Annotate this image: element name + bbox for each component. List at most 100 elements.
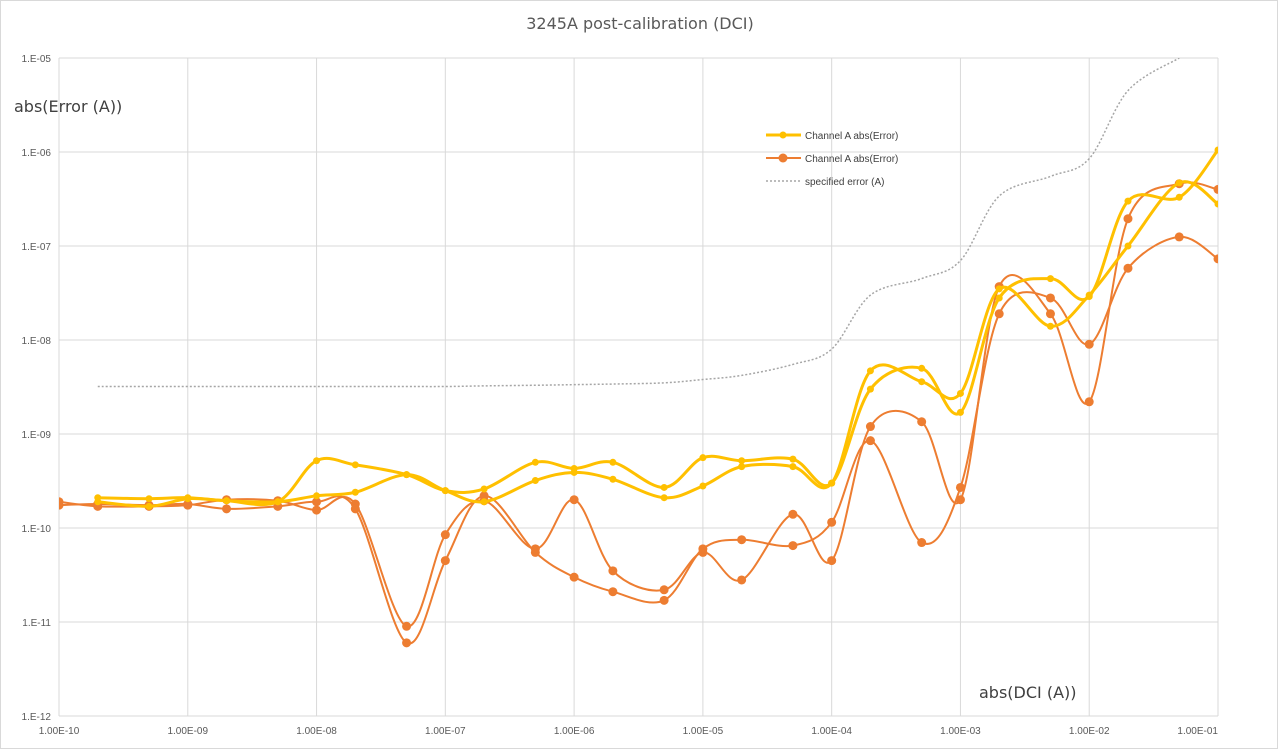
data-point: [479, 491, 489, 501]
y-tick-label: 1.E-09: [22, 430, 52, 441]
legend-item: Channel A abs(Error): [766, 131, 898, 142]
data-point: [737, 535, 747, 545]
data-point: [312, 497, 322, 507]
x-tick-label: 1.00E-07: [425, 726, 466, 737]
data-point: [789, 455, 797, 463]
data-point: [402, 638, 412, 648]
data-point: [570, 468, 578, 476]
series-3: [59, 232, 1218, 648]
legend-item: specified error (A): [766, 177, 884, 188]
series-line: [97, 58, 1180, 388]
data-point: [788, 541, 798, 551]
chart-title: 3245A post-calibration (DCI): [526, 14, 754, 33]
series-line: [59, 235, 1218, 645]
data-point: [1045, 309, 1055, 319]
data-point: [480, 498, 488, 506]
legend-label: Channel A abs(Error): [805, 131, 898, 142]
data-point: [1084, 397, 1094, 407]
data-point: [827, 556, 837, 566]
data-point: [738, 463, 746, 471]
data-point: [994, 309, 1004, 319]
data-point: [222, 504, 232, 514]
legend-marker: [779, 131, 787, 139]
data-point: [440, 556, 450, 566]
data-point: [1123, 263, 1133, 273]
data-point: [480, 485, 488, 493]
x-tick-label: 1.00E-03: [940, 726, 981, 737]
x-tick-label: 1.00E-10: [39, 726, 80, 737]
data-point: [995, 285, 1003, 293]
data-point: [403, 471, 411, 479]
data-point: [660, 483, 668, 491]
data-point: [866, 367, 874, 375]
x-tick-label: 1.00E-06: [554, 726, 595, 737]
legend-item: Channel A abs(Error): [766, 153, 898, 165]
data-point: [608, 566, 618, 576]
data-point: [569, 495, 579, 505]
legend: Channel A abs(Error) Channel A abs(Error)…: [766, 131, 898, 188]
data-point: [441, 487, 449, 495]
data-point: [865, 422, 875, 432]
y-axis-title: abs(Error (A)): [14, 97, 122, 116]
data-point: [1085, 291, 1093, 299]
data-point: [1174, 232, 1184, 242]
data-point: [94, 498, 102, 506]
data-point: [660, 494, 668, 502]
data-point: [1214, 200, 1218, 208]
data-point: [59, 500, 64, 510]
data-point: [145, 502, 153, 510]
data-point: [955, 495, 965, 505]
legend-label: Channel A abs(Error): [805, 154, 898, 165]
legend-marker: [778, 153, 788, 163]
x-tick-label: 1.00E-08: [296, 726, 337, 737]
data-point: [313, 492, 321, 500]
data-point: [917, 417, 927, 427]
data-point: [530, 547, 540, 557]
data-point: [608, 587, 618, 597]
legend-label: specified error (A): [805, 177, 884, 188]
data-point: [1214, 146, 1218, 154]
series-1: [94, 179, 1218, 510]
data-point: [402, 621, 412, 631]
y-tick-label: 1.E-12: [22, 712, 52, 723]
data-point: [569, 572, 579, 582]
data-point: [1123, 214, 1133, 224]
series-4: [97, 58, 1180, 388]
x-tick-label: 1.00E-09: [167, 726, 208, 737]
series-2: [59, 179, 1218, 631]
y-tick-label: 1.E-10: [22, 524, 52, 535]
data-point: [1045, 293, 1055, 303]
data-point: [184, 495, 192, 503]
data-point: [531, 458, 539, 466]
data-point: [956, 389, 964, 397]
data-point: [351, 461, 359, 469]
data-point: [1084, 339, 1094, 349]
data-point: [1046, 275, 1054, 283]
data-point: [737, 575, 747, 585]
data-point: [917, 538, 927, 548]
x-axis-tick-labels: 1.00E-10 1.00E-09 1.00E-08 1.00E-07 1.00E-06…: [39, 726, 1219, 737]
x-tick-label: 1.00E-02: [1069, 726, 1110, 737]
data-point: [1175, 179, 1183, 187]
data-point: [659, 595, 669, 605]
series-line: [59, 181, 1218, 628]
data-series: [59, 58, 1218, 648]
data-point: [827, 517, 837, 527]
y-tick-label: 1.E-05: [22, 54, 52, 65]
data-point: [955, 482, 965, 492]
data-point: [699, 482, 707, 490]
data-point: [1213, 254, 1218, 264]
y-tick-label: 1.E-08: [22, 336, 52, 347]
data-point: [918, 364, 926, 372]
data-point: [1124, 197, 1132, 205]
y-tick-label: 1.E-11: [22, 618, 51, 629]
x-tick-label: 1.00E-01: [1177, 726, 1218, 737]
data-point: [183, 499, 193, 509]
data-point: [1213, 184, 1218, 194]
x-tick-label: 1.00E-04: [811, 726, 852, 737]
data-point: [531, 477, 539, 485]
data-point: [609, 458, 617, 466]
x-tick-label: 1.00E-05: [683, 726, 724, 737]
